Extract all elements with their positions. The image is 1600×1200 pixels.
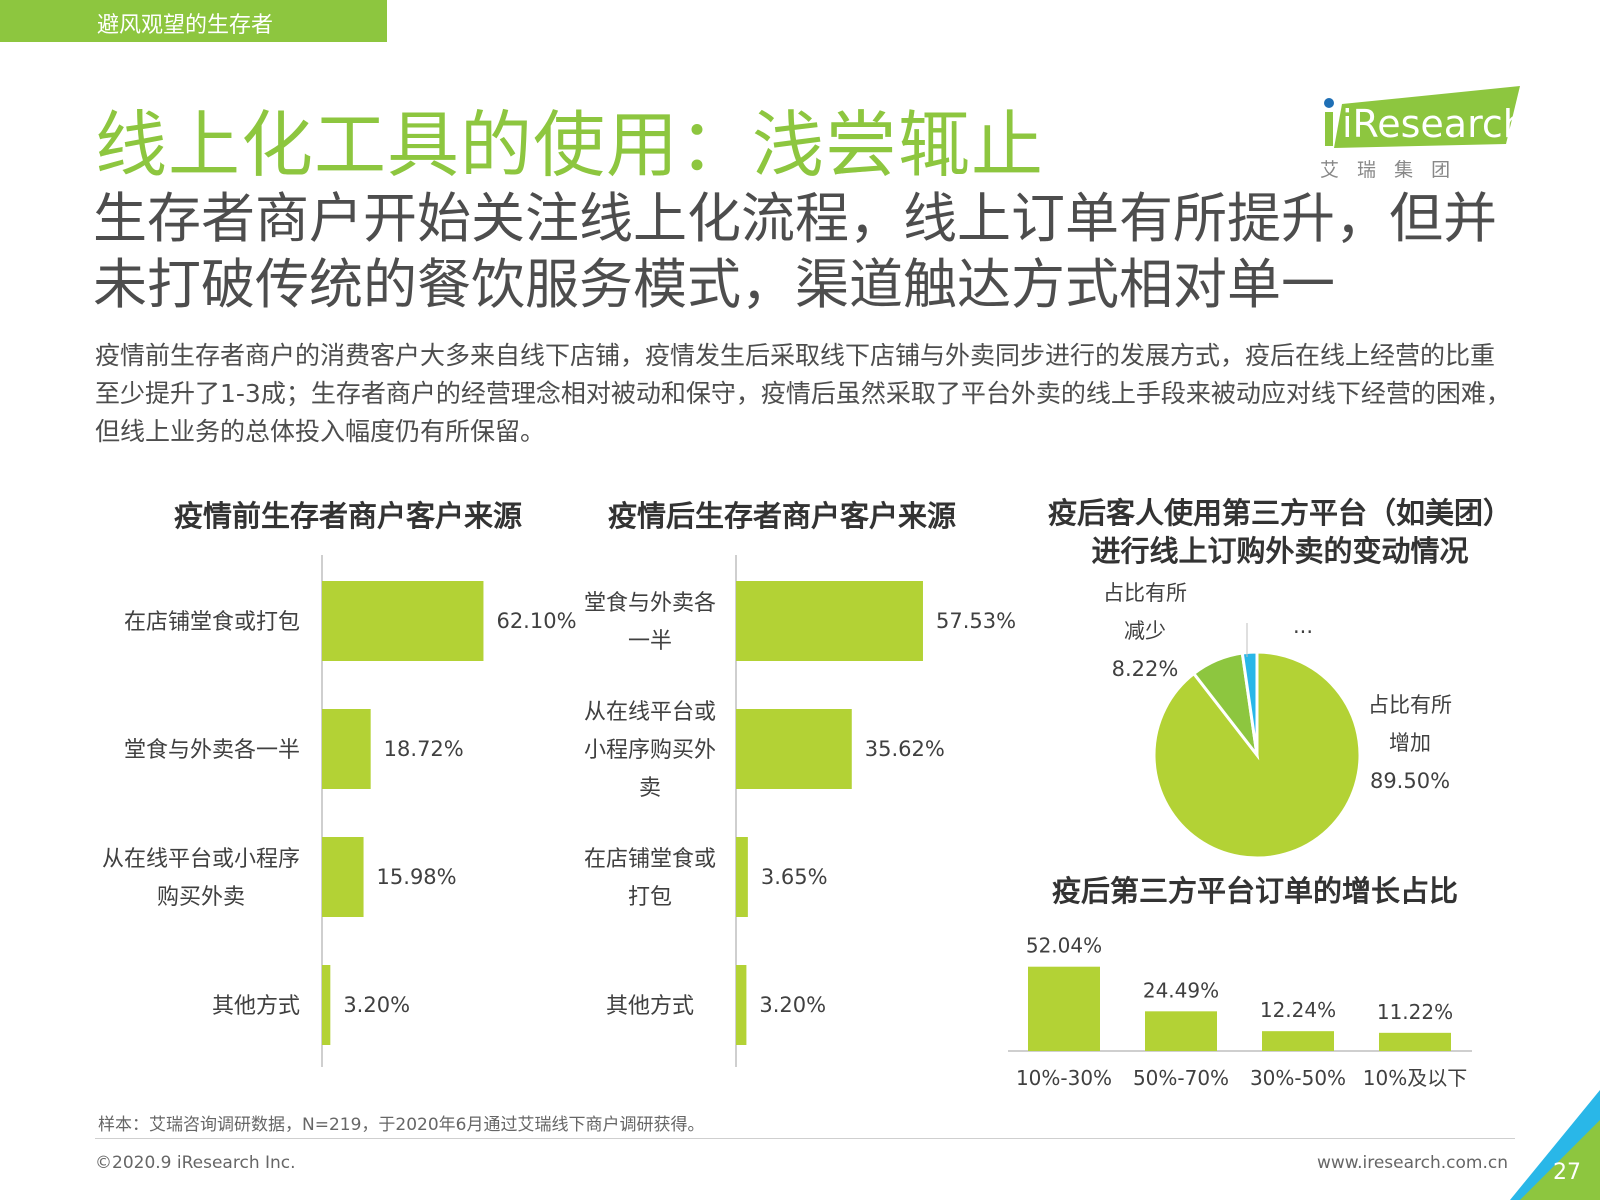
chart1-value-label: 3.20% [343, 993, 410, 1017]
chart4-bar [1028, 966, 1100, 1051]
logo-text: iResearch [1342, 102, 1520, 146]
pie-ellipsis-label: ... [1293, 614, 1313, 638]
page-subtitle: 生存者商户开始关注线上化流程，线上订单有所提升，但并未打破传统的餐饮服务模式，渠… [93, 187, 1497, 316]
copyright: ©2020.9 iResearch Inc. [95, 1153, 296, 1173]
chart1-value-label: 15.98% [377, 865, 457, 889]
chart1-value-label: 18.72% [384, 737, 464, 761]
chart2-value-label: 35.62% [865, 737, 945, 761]
corner-decoration [1510, 1090, 1600, 1200]
chart1-category-label: 其他方式 [212, 994, 300, 1019]
pie-slice-label: 占比有所 [1103, 581, 1187, 605]
chart2-value-label: 3.65% [761, 865, 828, 889]
footnote: 样本：艾瑞咨询调研数据，N=219，于2020年6月通过艾瑞线下商户调研获得。 [98, 1115, 705, 1135]
chart2-value-label: 57.53% [936, 609, 1016, 633]
chart1-bar [322, 581, 484, 661]
chart2-value-label: 3.20% [759, 993, 826, 1017]
chart1-category-label: 购买外卖 [157, 885, 245, 910]
footer-divider [95, 1138, 1515, 1139]
chart4-value-label: 24.49% [1143, 978, 1219, 1002]
pie-slice-label: 占比有所 [1368, 693, 1452, 717]
logo-cn-text: 艾 瑞 集 团 [1320, 159, 1456, 181]
chart2-category-label: 从在线平台或 [584, 700, 716, 725]
chart1-category-label: 堂食与外卖各一半 [124, 738, 300, 763]
chart2-bar [736, 965, 747, 1045]
chart2-category-label: 一半 [628, 629, 672, 654]
chart1-value-label: 62.10% [496, 609, 576, 633]
iresearch-logo: iResearch 艾 瑞 集 团 [1320, 86, 1520, 181]
chart4-title: 疫后第三方平台订单的增长占比 [1051, 874, 1458, 908]
chart4-category-label: 10%及以下 [1363, 1066, 1467, 1090]
body-paragraph: 疫情前生存者商户的消费客户大多来自线下店铺，疫情发生后采取线下店铺与外卖同步进行… [95, 341, 1511, 446]
chart2-category-label: 其他方式 [606, 994, 694, 1019]
chart1-bar [322, 709, 371, 789]
website-link[interactable]: www.iresearch.com.cn [1316, 1153, 1508, 1173]
pie-slice-label: 89.50% [1370, 769, 1450, 793]
pie-slice [1240, 650, 1259, 756]
pie-slice-label: 减少 [1124, 619, 1166, 643]
chart2-category-label: 小程序购买外 [584, 738, 716, 763]
chart2-bar [736, 837, 748, 917]
page-number: 27 [1553, 1160, 1581, 1185]
section-tag: 避风观望的生存者 [0, 0, 387, 42]
chart4-value-label: 12.24% [1260, 998, 1336, 1022]
chart1-bar [322, 837, 364, 917]
chart2-bar [736, 709, 852, 789]
chart4-value-label: 11.22% [1377, 1000, 1453, 1024]
chart2-bar [736, 581, 923, 661]
chart1-bar [322, 965, 331, 1045]
chart1-title: 疫情前生存者商户客户来源 [173, 499, 522, 533]
chart4-bar [1145, 1011, 1217, 1051]
pie-slice [1152, 650, 1362, 860]
section-tag-label: 避风观望的生存者 [97, 13, 274, 38]
chart2-category-label: 堂食与外卖各 [584, 591, 716, 616]
chart4-bar [1379, 1032, 1451, 1051]
chart4-category-label: 10%-30% [1016, 1066, 1112, 1090]
chart4-category-label: 30%-50% [1250, 1066, 1346, 1090]
chart2-category-label: 打包 [628, 885, 672, 910]
chart2-category-label: 卖 [639, 776, 661, 801]
chart4-category-label: 50%-70% [1133, 1066, 1229, 1090]
chart4-bar [1262, 1031, 1334, 1051]
chart3-title: 疫后客人使用第三方平台（如美团）进行线上订购外卖的变动情况 [1047, 496, 1512, 568]
chart1-category-label: 在店铺堂食或打包 [124, 610, 300, 635]
page-title: 线上化工具的使用：浅尝辄止 [95, 103, 1045, 187]
pie-slice-label: 增加 [1389, 731, 1431, 755]
pie-slice-label: 8.22% [1112, 657, 1179, 681]
chart1-category-label: 从在线平台或小程序 [102, 847, 300, 872]
chart2-category-label: 在店铺堂食或 [584, 847, 716, 872]
chart4-value-label: 52.04% [1026, 934, 1102, 958]
chart2-title: 疫情后生存者商户客户来源 [607, 499, 956, 533]
